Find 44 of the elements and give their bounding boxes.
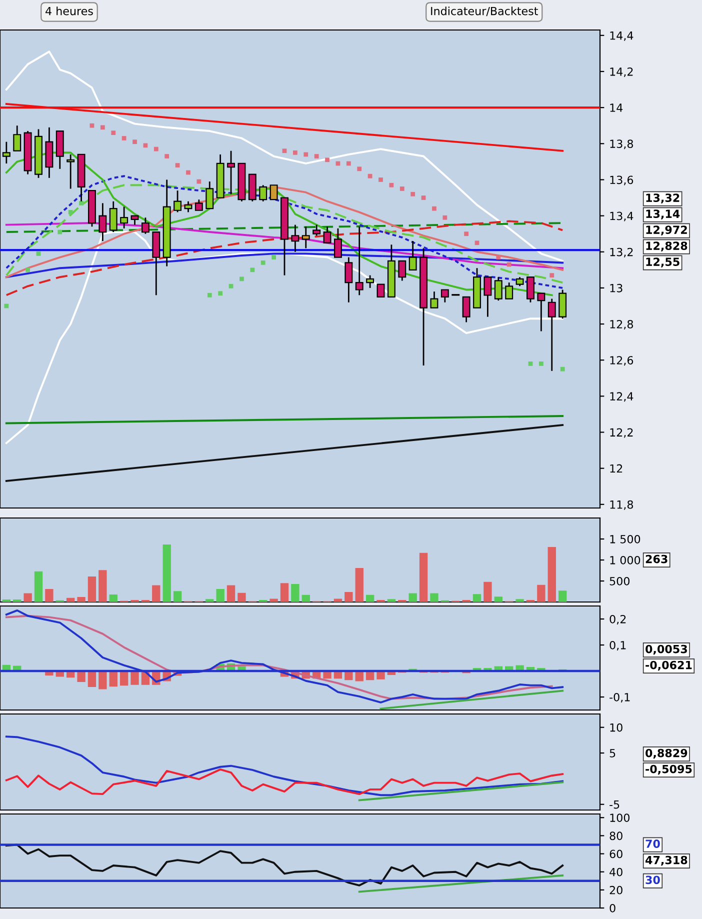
y-tick-label: 10 [610, 723, 622, 732]
y-tick-label: 500 [610, 576, 630, 586]
y-tick-label: 12,6 [610, 356, 634, 366]
text: 4 heures [46, 6, 93, 16]
y-tick-label: 13,6 [610, 176, 634, 186]
y-tick-label: 14,2 [610, 67, 633, 77]
y-tick-label: 11,8 [610, 500, 634, 510]
text: -0,0621 [646, 660, 692, 671]
y-tick-label: 14 [610, 104, 623, 112]
y-tick-label: 20 [610, 886, 622, 894]
y-tick-label: 12,8 [610, 320, 634, 330]
y-tick-label: 80 [610, 832, 622, 840]
text: 13,14 [646, 210, 680, 220]
y-tick-label: 0,1 [610, 640, 626, 651]
y-tick-label: 14,4 [610, 32, 634, 41]
text: 12,55 [646, 258, 680, 268]
text: 0,8829 [646, 748, 688, 759]
y-tick-label: 0,2 [610, 614, 626, 625]
y-tick-label: 13,8 [610, 140, 634, 150]
y-tick-label: 1 000 [610, 556, 640, 564]
text: 12,828 [646, 242, 688, 252]
y-tick-label: 0 [610, 904, 616, 912]
y-tick-label: 13,2 [610, 248, 633, 258]
text: -0,5095 [646, 764, 692, 775]
text: 47,318 [646, 856, 688, 866]
y-tick-label: 100 [610, 814, 630, 822]
y-tick-label: 40 [610, 868, 622, 876]
y-tick-label: 1 500 [610, 534, 640, 544]
text: 0,0053 [646, 644, 687, 655]
y-tick-label: 12 [610, 464, 622, 473]
text: Indicateur/Backtest [431, 6, 538, 16]
y-tick-label: 13,4 [610, 212, 634, 222]
y-tick-label: 13 [610, 284, 622, 292]
text: 12,972 [646, 226, 687, 236]
y-tick-label: 12,2 [610, 428, 633, 438]
y-tick-label: 5 [610, 749, 616, 758]
y-tick-label: 12,4 [610, 392, 634, 402]
ref-line-label: 70 [646, 840, 660, 848]
y-tick-label: 60 [610, 850, 622, 858]
ref-line-label: 30 [646, 876, 660, 884]
text: 13,32 [646, 194, 680, 204]
y-tick-label: -5 [610, 800, 620, 809]
text: 263 [646, 554, 668, 564]
y-tick-label: -0,1 [610, 692, 630, 703]
